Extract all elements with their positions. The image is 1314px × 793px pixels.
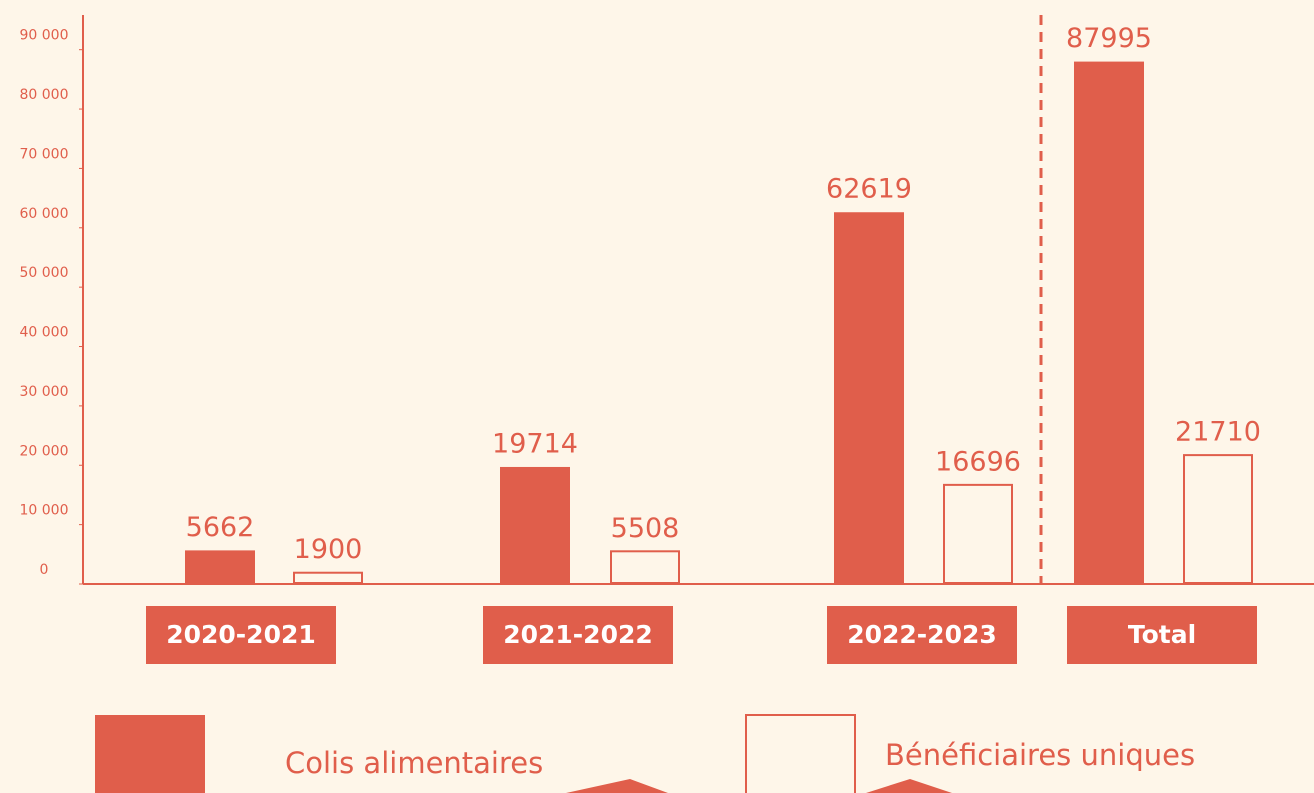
value-label: 87995	[1066, 23, 1152, 54]
legend-label: Bénéficiaires uniques	[885, 738, 1195, 772]
x-tick-label: Total	[1128, 620, 1196, 649]
y-tick-label: 50 000	[20, 265, 69, 281]
y-tick-label: 80 000	[20, 87, 69, 103]
y-tick-label: 70 000	[20, 146, 69, 162]
x-tick-label: 2021-2022	[503, 620, 653, 649]
y-tick-label: 30 000	[20, 384, 69, 400]
y-tick-label: 0	[40, 562, 49, 578]
value-label: 1900	[294, 534, 363, 565]
bar	[185, 550, 255, 584]
y-tick-label: 20 000	[20, 443, 69, 459]
bar	[1074, 62, 1144, 584]
y-tick-label: 10 000	[20, 503, 69, 519]
legend-swatch	[95, 715, 205, 793]
x-tick-label: 2022-2023	[847, 620, 997, 649]
value-label: 16696	[935, 446, 1021, 477]
value-label: 62619	[826, 174, 912, 205]
value-label: 5508	[611, 513, 680, 544]
value-label: 5662	[186, 512, 255, 543]
bar	[500, 467, 570, 584]
x-tick-label: 2020-2021	[166, 620, 316, 649]
bar	[834, 212, 904, 584]
value-label: 21710	[1175, 417, 1261, 448]
y-tick-label: 40 000	[20, 325, 69, 341]
value-label: 19714	[492, 428, 578, 459]
y-tick-label: 90 000	[20, 28, 69, 44]
chart: 0 10 000 20 000 30 000 40 000 50 000 60 000 70 …	[0, 0, 1314, 793]
y-tick-label: 60 000	[20, 206, 69, 222]
legend-label: Colis alimentaires	[285, 746, 543, 780]
